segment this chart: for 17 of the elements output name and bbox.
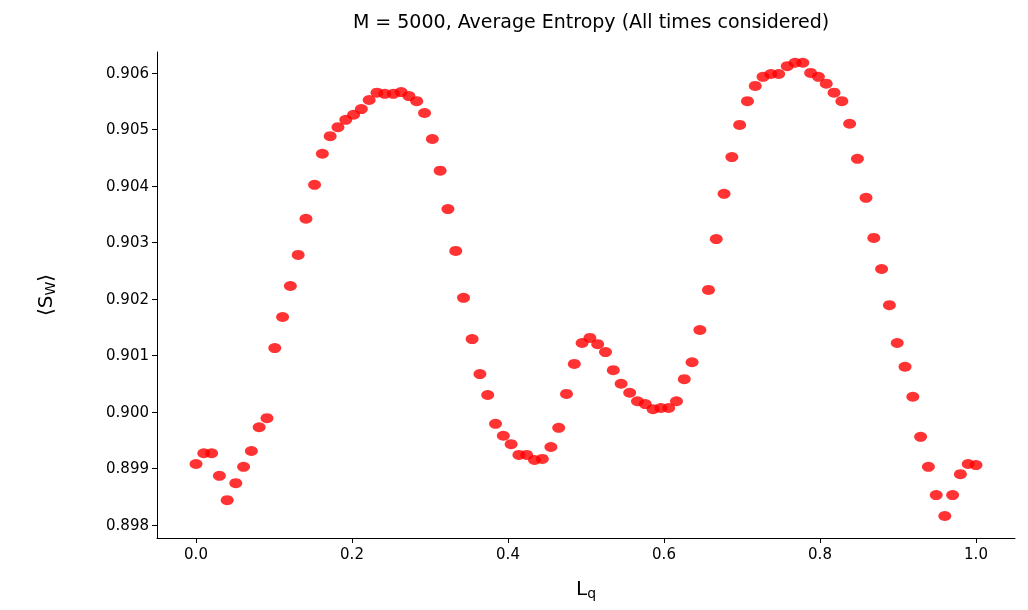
y-tick-label: 0.902	[106, 289, 149, 308]
x-tick-label: 0.4	[496, 544, 520, 563]
y-tick-label: 0.905	[106, 120, 149, 139]
y-tick-label: 0.904	[106, 176, 149, 195]
x-tick-label: 0.2	[340, 544, 364, 563]
y-tick-label: 0.903	[106, 233, 149, 252]
y-tick-label: 0.898	[106, 516, 149, 534]
y-tick-label: 0.899	[106, 459, 149, 478]
y-tick-label: 0.906	[106, 63, 149, 82]
y-axis-title: ⟨SW⟩	[33, 273, 58, 317]
x-tick-label: 0.8	[808, 544, 832, 563]
x-tick-label: 0.6	[652, 544, 676, 563]
y-tick-label: 0.901	[106, 346, 149, 365]
chart-title: M = 5000, Average Entropy (All times considered)	[352, 9, 830, 32]
y-tick-label: 0.900	[106, 402, 149, 421]
x-tick-label: 0.0	[184, 544, 208, 563]
x-tick-label: 1.0	[964, 544, 988, 563]
